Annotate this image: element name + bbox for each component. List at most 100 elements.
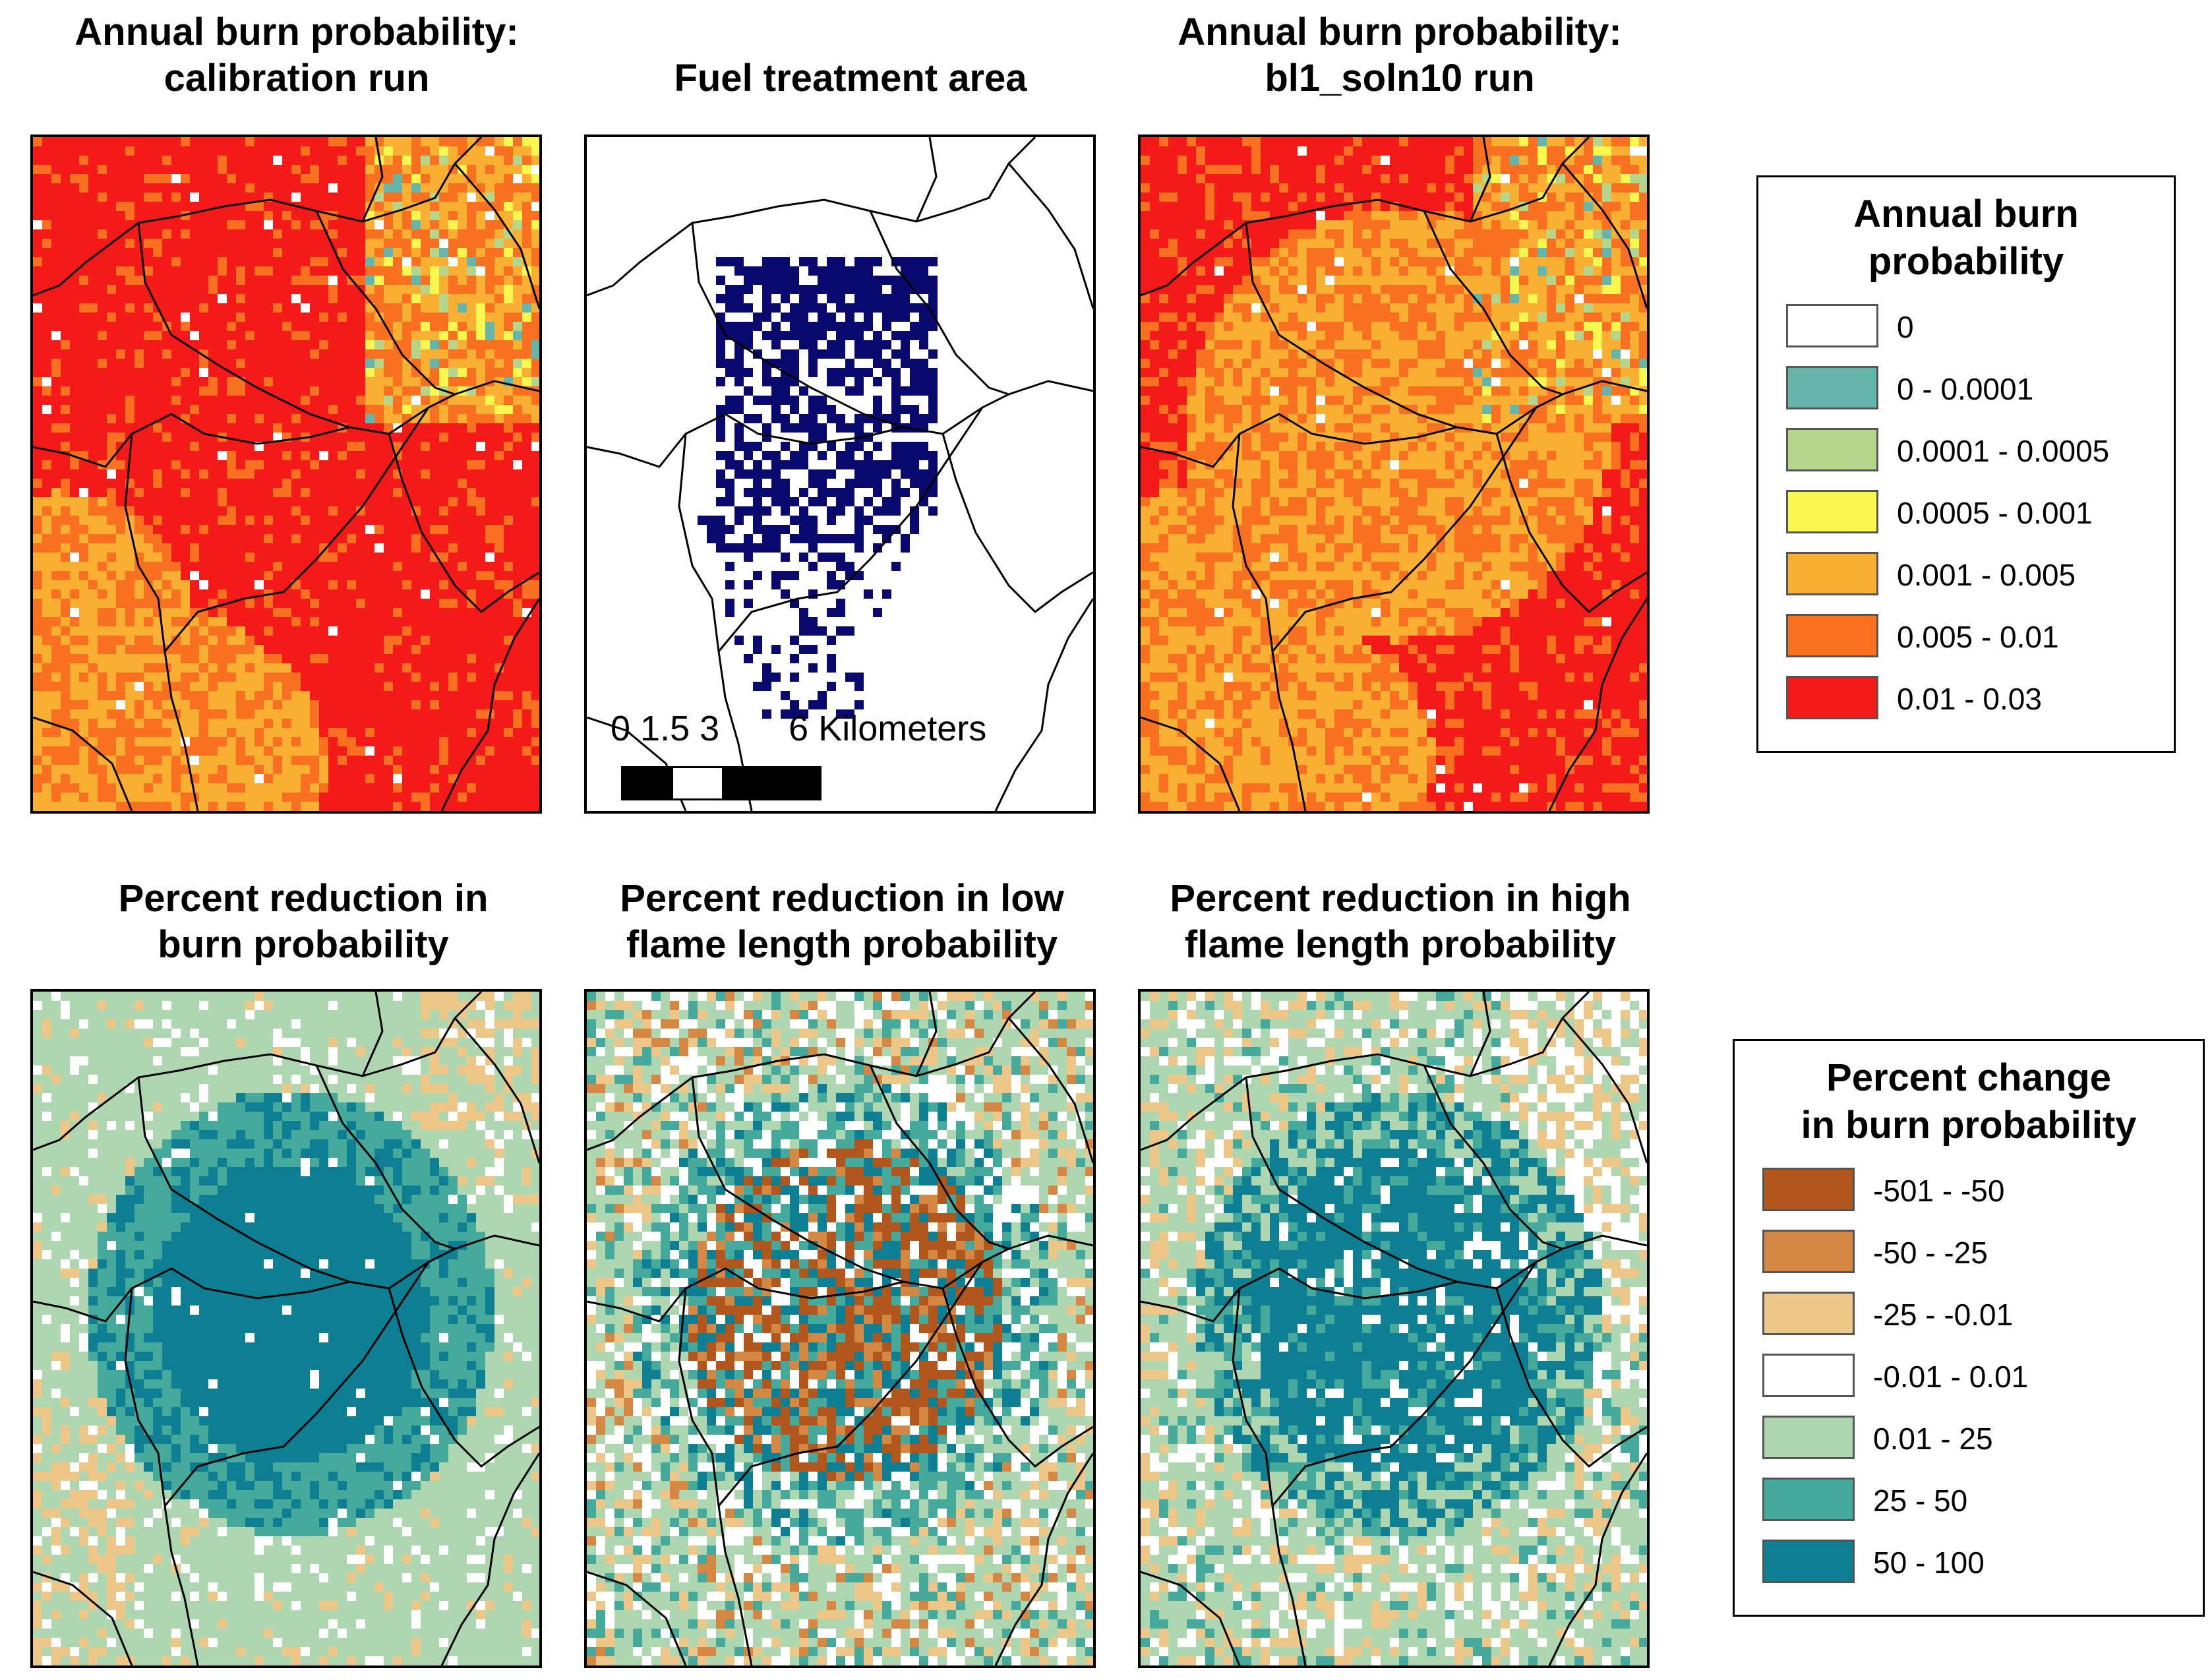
raster-cell	[1325, 156, 1335, 165]
raster-cell	[181, 303, 191, 313]
treatment-cell	[808, 497, 818, 506]
raster-cell	[70, 626, 80, 636]
raster-cell	[153, 636, 163, 645]
raster-cell	[338, 340, 347, 350]
raster-cell	[374, 442, 384, 452]
raster-cell	[190, 322, 200, 332]
raster-cell	[116, 571, 126, 581]
raster-cell	[448, 488, 458, 498]
raster-cell	[1436, 156, 1446, 165]
raster-cell	[430, 442, 440, 452]
raster-cell	[264, 793, 274, 802]
raster-cell	[98, 488, 107, 498]
raster-cell	[51, 636, 61, 645]
raster-cell	[291, 765, 301, 775]
raster-cell	[181, 202, 191, 212]
raster-cell	[125, 746, 135, 756]
raster-cell	[411, 765, 421, 775]
raster-cell	[51, 165, 61, 175]
raster-cell	[79, 580, 89, 590]
raster-cell	[301, 700, 311, 710]
raster-cell	[1528, 156, 1538, 165]
raster-cell	[411, 469, 421, 479]
raster-cell	[347, 774, 357, 784]
raster-cell	[494, 709, 504, 719]
raster-cell	[1242, 146, 1252, 156]
raster-cell	[1159, 156, 1169, 165]
raster-cell	[531, 497, 539, 507]
raster-cell	[513, 793, 523, 802]
raster-cell	[88, 479, 98, 489]
raster-cell	[181, 516, 191, 525]
raster-cell	[467, 285, 477, 295]
raster-cell	[476, 479, 486, 489]
raster-cell	[190, 202, 200, 212]
raster-cell	[448, 506, 458, 516]
treatment-cell	[762, 313, 771, 322]
raster-cell	[181, 562, 191, 572]
treatment-cell	[845, 479, 854, 488]
raster-cell	[116, 663, 126, 673]
raster-cell	[1519, 165, 1529, 175]
treatment-cell	[864, 349, 873, 359]
raster-cell	[365, 654, 375, 664]
raster-cell	[199, 414, 209, 424]
treatment-cell	[753, 682, 762, 691]
raster-cell	[218, 682, 227, 692]
raster-cell	[458, 673, 467, 682]
raster-cell	[384, 543, 394, 553]
treatment-cell	[845, 276, 854, 285]
raster-cell	[70, 534, 80, 544]
raster-cell	[218, 220, 227, 230]
raster-cell	[402, 349, 412, 359]
raster-cell	[347, 700, 357, 710]
raster-cell	[310, 645, 320, 655]
raster-cell	[365, 146, 375, 156]
raster-cell	[1584, 165, 1594, 175]
raster-cell	[522, 220, 532, 230]
treatment-cell	[799, 294, 808, 303]
raster-cell	[467, 562, 477, 572]
raster-cell	[273, 368, 283, 378]
raster-cell	[1501, 174, 1510, 184]
raster-cell	[421, 636, 431, 645]
raster-cell	[125, 423, 135, 433]
treatment-cell	[901, 451, 910, 460]
raster-cell	[430, 303, 440, 313]
raster-cell	[98, 359, 107, 369]
raster-cell	[61, 673, 71, 682]
treatment-cell	[882, 276, 891, 285]
raster-cell	[1298, 137, 1307, 147]
raster-cell	[310, 756, 320, 765]
raster-cell	[1371, 156, 1381, 165]
raster-cell	[135, 543, 144, 553]
raster-cell	[494, 562, 504, 572]
raster-cell	[411, 257, 421, 267]
raster-cell	[254, 229, 264, 239]
raster-cell	[384, 220, 394, 230]
raster-cell	[513, 645, 523, 655]
raster-cell	[1362, 165, 1372, 175]
raster-cell	[273, 202, 283, 212]
raster-cell	[116, 673, 126, 682]
raster-cell	[88, 137, 98, 147]
raster-cell	[227, 580, 237, 590]
raster-cell	[181, 386, 191, 396]
raster-cell	[264, 534, 274, 544]
raster-cell	[42, 220, 52, 230]
raster-cell	[42, 756, 52, 765]
raster-cell	[365, 340, 375, 350]
raster-cell	[476, 340, 486, 350]
raster-cell	[42, 165, 52, 175]
raster-cell	[273, 793, 283, 802]
raster-cell	[393, 645, 403, 655]
raster-cell	[513, 599, 523, 609]
raster-cell	[1298, 156, 1307, 165]
raster-cell	[421, 451, 431, 461]
raster-cell	[458, 599, 467, 609]
raster-cell	[208, 423, 218, 433]
raster-cell	[107, 682, 117, 692]
raster-cell	[208, 211, 218, 221]
raster-cell	[328, 580, 338, 590]
raster-cell	[291, 340, 301, 350]
